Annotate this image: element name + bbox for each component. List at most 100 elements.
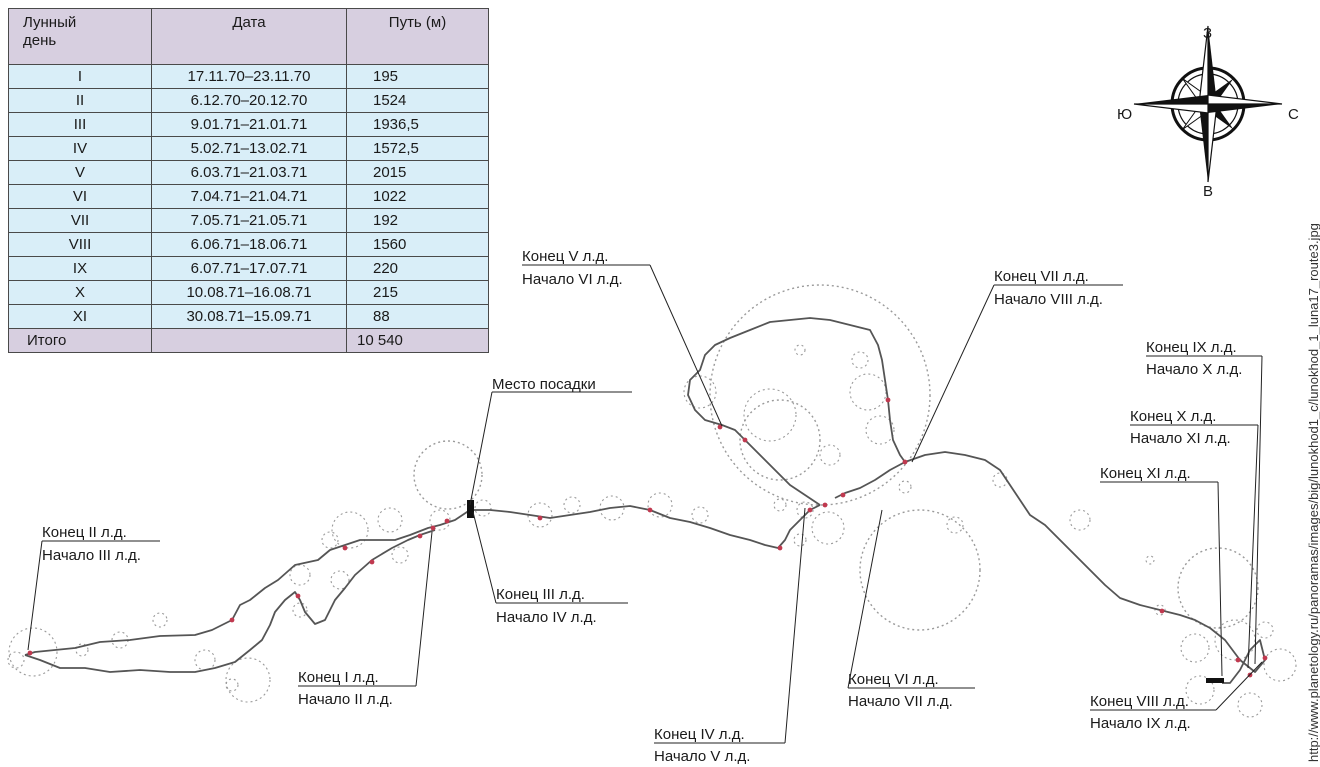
table-header-row: Лунный день Дата Путь (м) <box>8 8 489 65</box>
panorama-circle <box>413 440 483 510</box>
route-segment <box>904 451 1266 684</box>
leader-line <box>27 540 160 651</box>
cell-date: 6.06.71–18.06.71 <box>151 232 347 257</box>
cell-lunar-day: II <box>8 88 152 113</box>
label-start-10: Начало X л.д. <box>1146 361 1242 378</box>
stop-mark <box>342 545 348 551</box>
panorama-circle <box>691 506 709 524</box>
header-lunar-day-label: Лунный день <box>23 14 77 49</box>
stop-mark <box>840 492 846 498</box>
panorama-circle <box>1180 633 1210 663</box>
label-end-10: Конец X л.д. <box>1130 408 1216 425</box>
leader-line <box>911 284 1123 463</box>
table-row: X 10.08.71–16.08.71 215 <box>8 280 489 305</box>
stop-mark <box>430 525 436 531</box>
panorama-circle <box>330 570 350 590</box>
route-segment <box>470 504 821 549</box>
map-labels: Место посадки Конец II л.д. Начало III л… <box>42 248 1242 765</box>
cell-date: 6.12.70–20.12.70 <box>151 88 347 113</box>
stop-mark <box>1159 608 1165 614</box>
panorama-circle <box>194 649 216 671</box>
panorama-circle <box>811 511 845 545</box>
panorama-circle <box>1185 675 1215 705</box>
panorama-circle <box>992 472 1008 488</box>
table-row: I 17.11.70–23.11.70 195 <box>8 64 489 89</box>
stop-mark <box>885 397 891 403</box>
label-landing: Место посадки <box>492 376 596 393</box>
leader-line <box>472 511 628 604</box>
stop-mark <box>822 502 828 508</box>
label-start-5: Начало V л.д. <box>654 748 750 765</box>
cell-distance: 1022 <box>346 184 489 209</box>
panorama-circle <box>152 612 168 628</box>
cell-lunar-day: IX <box>8 256 152 281</box>
label-end-3: Конец III л.д. <box>496 586 585 603</box>
label-end-6: Конец VI л.д. <box>848 671 939 688</box>
compass-west-label: Ю <box>1117 106 1132 123</box>
cell-lunar-day: X <box>8 280 152 305</box>
leader-line <box>847 509 975 689</box>
panorama-circle <box>1237 692 1263 718</box>
panorama-circle <box>859 509 981 631</box>
table-row: XI 30.08.71–15.09.71 88 <box>8 304 489 329</box>
stop-mark <box>229 617 235 623</box>
stop-mark <box>444 518 450 524</box>
panorama-circle <box>1154 604 1166 616</box>
label-start-3: Начало III л.д. <box>42 547 141 564</box>
table-row: IX 6.07.71–17.07.71 220 <box>8 256 489 281</box>
label-end-4: Конец IV л.д. <box>654 726 745 743</box>
panorama-circle <box>849 373 887 411</box>
panorama-circle <box>739 399 821 481</box>
table-row: VI 7.04.71–21.04.71 1022 <box>8 184 489 209</box>
rover-route-track <box>24 317 1266 684</box>
cell-date: 10.08.71–16.08.71 <box>151 280 347 305</box>
compass-south-label: В <box>1203 183 1213 200</box>
label-end-9: Конец IX л.д. <box>1146 339 1237 356</box>
panorama-circle <box>851 351 869 369</box>
table-row: III 9.01.71–21.01.71 1936,5 <box>8 112 489 137</box>
stop-mark <box>1262 655 1268 661</box>
stop-mark <box>417 533 423 539</box>
label-start-11: Начало XI л.д. <box>1130 430 1231 447</box>
leader-line <box>1146 355 1263 665</box>
stop-mark <box>807 507 813 513</box>
label-end-8: Конец VIII л.д. <box>1090 693 1189 710</box>
cell-distance: 1936,5 <box>346 112 489 137</box>
leader-line <box>1090 661 1263 711</box>
leader-line <box>298 531 433 687</box>
stop-mark <box>1235 657 1241 663</box>
cell-total-date <box>151 328 347 353</box>
table-row: VIII 6.06.71–18.06.71 1560 <box>8 232 489 257</box>
panorama-circle <box>819 444 841 466</box>
panorama-circle <box>898 480 912 494</box>
panorama-circle <box>377 507 403 533</box>
panorama-circle <box>7 651 25 669</box>
panorama-circle <box>773 498 787 512</box>
table-row: IV 5.02.71–13.02.71 1572,5 <box>8 136 489 161</box>
lunar-days-table: Лунный день Дата Путь (м) I 17.11.70–23.1… <box>8 8 489 353</box>
stop-mark <box>777 545 783 551</box>
leader-line <box>1130 424 1259 669</box>
panorama-circle <box>429 509 451 531</box>
table-row: II 6.12.70–20.12.70 1524 <box>8 88 489 113</box>
panorama-circle <box>474 499 492 517</box>
stop-mark <box>742 437 748 443</box>
panorama-circle <box>599 495 625 521</box>
panorama-circle <box>75 643 89 657</box>
route-segment <box>24 529 436 673</box>
label-end-1: Конец I л.д. <box>298 669 379 686</box>
header-distance: Путь (м) <box>346 8 489 65</box>
panorama-circle <box>946 516 964 534</box>
table-body: I 17.11.70–23.11.70 195 II 6.12.70–20.12.70 1… <box>8 64 489 353</box>
label-end-7: Конец VII л.д. <box>994 268 1089 285</box>
cell-date: 17.11.70–23.11.70 <box>151 64 347 89</box>
cell-date: 9.01.71–21.01.71 <box>151 112 347 137</box>
panorama-circle <box>225 678 239 692</box>
cell-lunar-day: IV <box>8 136 152 161</box>
panorama-circle <box>793 533 807 547</box>
final-position-marker <box>1206 678 1224 683</box>
panorama-circle <box>1145 555 1155 565</box>
panorama-circle <box>225 657 271 703</box>
label-end-2: Конец II л.д. <box>42 524 127 541</box>
